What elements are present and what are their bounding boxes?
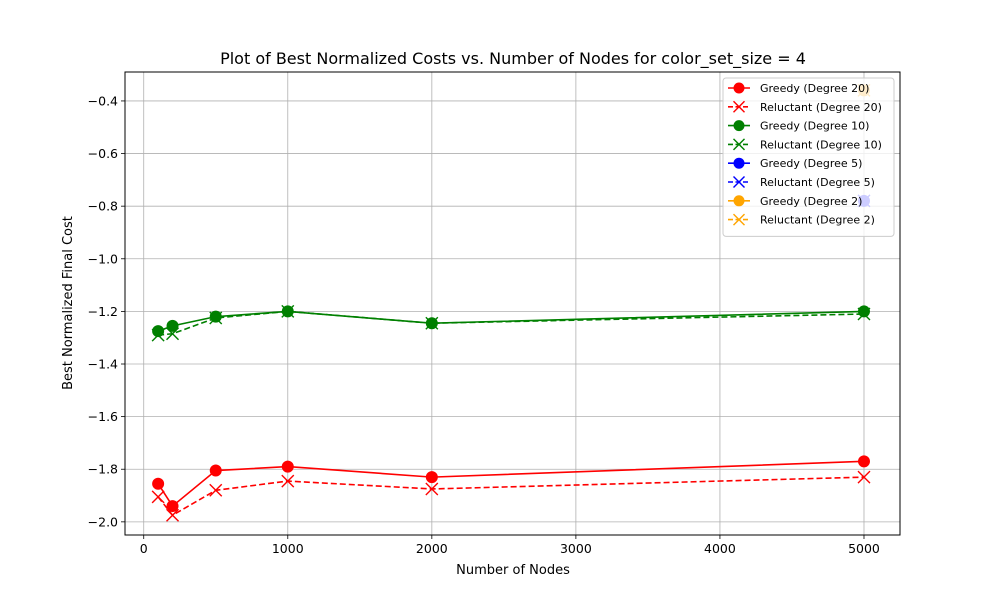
x-marker-stroke — [209, 311, 223, 325]
x-marker-stroke — [151, 328, 165, 342]
legend-marker — [733, 120, 745, 132]
legend-entry: Greedy (Degree 10) — [728, 120, 869, 133]
x-tick-label: 5000 — [848, 541, 880, 556]
data-point — [857, 455, 870, 468]
data-point — [857, 470, 871, 484]
legend-marker — [733, 138, 745, 151]
legend-label: Greedy (Degree 2) — [760, 195, 862, 208]
legend-marker — [733, 157, 745, 169]
legend-marker — [733, 195, 745, 207]
x-tick-label: 0 — [140, 541, 148, 556]
chart-title: Plot of Best Normalized Costs vs. Number… — [220, 49, 806, 69]
legend-marker — [733, 82, 745, 94]
x-marker-stroke — [857, 470, 871, 484]
legend-entry: Greedy (Degree 2) — [728, 195, 862, 208]
data-point — [209, 310, 222, 323]
plot-frame — [124, 71, 901, 536]
legend-marker — [733, 176, 745, 188]
x-tick-label: 4000 — [704, 541, 736, 556]
x-tick-label: 3000 — [560, 541, 592, 556]
y-tick-label: −0.8 — [88, 199, 118, 214]
data-point — [209, 483, 223, 497]
x-marker-stroke — [425, 482, 439, 496]
x-marker-stroke — [425, 316, 439, 330]
x-marker-stroke — [166, 508, 180, 522]
x-tick-label: 2000 — [416, 541, 448, 556]
data-point — [151, 328, 165, 342]
data-point — [209, 311, 223, 325]
data-point — [166, 319, 179, 332]
legend-marker — [733, 213, 745, 226]
legend-entry: Reluctant (Degree 10) — [728, 138, 882, 151]
x-marker-stroke — [733, 213, 745, 226]
legend-marker — [733, 100, 745, 113]
x-marker-stroke — [209, 483, 223, 497]
legend-label: Greedy (Degree 5) — [760, 157, 862, 170]
legend-entry: Greedy (Degree 20) — [728, 82, 869, 95]
legend-label: Greedy (Degree 20) — [760, 82, 869, 95]
y-tick-label: −0.6 — [88, 146, 118, 161]
y-axis-label: Best Normalized Final Cost — [61, 216, 76, 390]
y-tick-label: −1.2 — [88, 304, 118, 319]
x-marker-stroke — [166, 327, 180, 341]
data-point — [281, 474, 295, 488]
y-tick-label: −1.8 — [88, 462, 118, 477]
series-line — [157, 476, 865, 517]
legend-label: Greedy (Degree 10) — [760, 120, 869, 133]
data-point — [209, 464, 222, 477]
x-marker-stroke — [733, 176, 745, 188]
legend-label: Reluctant (Degree 10) — [760, 138, 882, 151]
x-marker-stroke — [857, 307, 871, 321]
x-marker-stroke — [281, 304, 295, 318]
series-reluctant-degree-10 — [151, 304, 871, 342]
data-point — [166, 327, 180, 341]
legend-label: Reluctant (Degree 5) — [760, 176, 875, 189]
x-marker-stroke — [151, 490, 165, 504]
legend-label: Reluctant (Degree 2) — [760, 214, 875, 227]
legend-label: Reluctant (Degree 20) — [760, 101, 882, 114]
x-marker-stroke — [733, 138, 745, 151]
legend-entry: Greedy (Degree 5) — [728, 157, 862, 170]
legend-entry: Reluctant (Degree 2) — [728, 214, 875, 227]
data-point — [166, 508, 180, 522]
axis-ticks: 0 1000 2000 3000 4000 5000 −2.0 −1.8 −1.6 −1.4 −1.… — [88, 93, 880, 556]
data-point — [151, 490, 165, 504]
data-point — [425, 471, 438, 484]
data-point — [281, 304, 295, 318]
data-point — [425, 482, 439, 496]
legend-entry: Reluctant (Degree 20) — [728, 101, 882, 114]
y-tick-label: −0.4 — [88, 93, 118, 108]
data-point — [857, 307, 871, 321]
data-point — [152, 477, 165, 490]
legend: Greedy (Degree 20) Reluctant (Degree 20) G… — [722, 77, 895, 237]
y-tick-label: −1.4 — [88, 357, 118, 372]
series-line — [158, 310, 865, 336]
series-greedy-degree-20 — [152, 455, 870, 513]
data-point — [152, 325, 165, 338]
legend-entry: Reluctant (Degree 5) — [728, 176, 875, 189]
x-axis-label: Number of Nodes — [456, 563, 570, 578]
data-point — [166, 500, 179, 513]
legend-box — [722, 77, 895, 237]
x-tick-label: 1000 — [272, 541, 304, 556]
data-point — [425, 316, 439, 330]
y-tick-label: −2.0 — [88, 514, 118, 529]
series-reluctant-degree-20 — [151, 470, 871, 522]
y-tick-label: −1.6 — [88, 409, 118, 424]
x-marker-stroke — [733, 100, 745, 113]
data-point — [281, 460, 294, 473]
y-tick-label: −1.0 — [88, 251, 118, 266]
x-marker-stroke — [281, 474, 295, 488]
data-point — [857, 305, 870, 318]
